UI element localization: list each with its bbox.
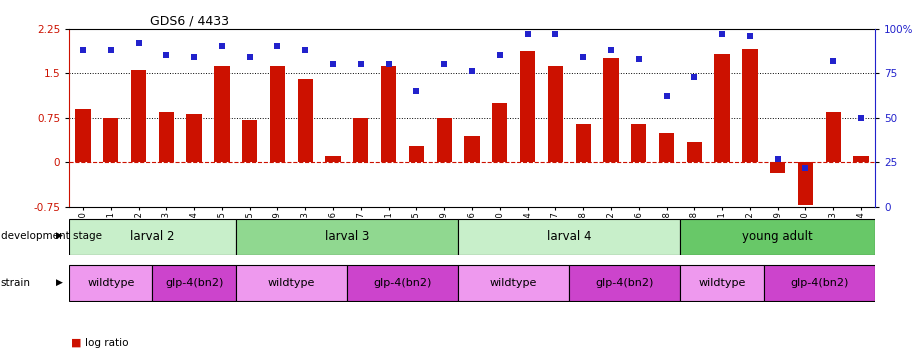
Bar	[854, 156, 869, 162]
Point	[242, 54, 257, 60]
Point	[354, 61, 368, 67]
Text: GDS6 / 4433: GDS6 / 4433	[149, 14, 228, 27]
Point	[159, 52, 174, 58]
Text: wildtype: wildtype	[698, 278, 746, 288]
Bar	[681, 218, 875, 255]
Text: development stage: development stage	[1, 231, 102, 241]
Text: young adult: young adult	[742, 230, 813, 243]
Point	[603, 47, 618, 53]
Bar	[548, 66, 563, 162]
Point	[715, 31, 729, 37]
Text: wildtype: wildtype	[490, 278, 537, 288]
Point	[659, 94, 674, 99]
Point	[799, 165, 813, 171]
Point	[464, 69, 479, 74]
Bar	[409, 146, 424, 162]
Point	[326, 61, 341, 67]
Bar	[631, 124, 647, 162]
Text: ▶: ▶	[56, 231, 63, 240]
Point	[215, 44, 229, 49]
Point	[187, 54, 202, 60]
Bar	[381, 66, 396, 162]
Bar	[215, 66, 229, 162]
Bar	[236, 265, 347, 301]
Point	[493, 52, 507, 58]
Bar	[103, 118, 119, 162]
Text: glp-4(bn2): glp-4(bn2)	[790, 278, 848, 288]
Point	[437, 61, 451, 67]
Bar	[297, 79, 313, 162]
Bar	[354, 118, 368, 162]
Point	[826, 58, 841, 64]
Text: wildtype: wildtype	[87, 278, 134, 288]
Point	[632, 56, 647, 62]
Bar	[492, 103, 507, 162]
Point	[76, 47, 90, 53]
Text: strain: strain	[1, 278, 31, 288]
Text: larval 2: larval 2	[130, 230, 175, 243]
Bar	[659, 133, 674, 162]
Bar	[270, 66, 286, 162]
Point	[409, 88, 424, 94]
Text: glp-4(bn2): glp-4(bn2)	[373, 278, 432, 288]
Bar	[770, 162, 786, 173]
Point	[131, 40, 146, 46]
Bar	[158, 112, 174, 162]
Point	[687, 74, 702, 80]
Text: larval 3: larval 3	[325, 230, 369, 243]
Bar	[76, 109, 90, 162]
Bar	[687, 142, 702, 162]
Point	[548, 31, 563, 37]
Point	[520, 31, 535, 37]
Bar	[715, 54, 729, 162]
Point	[103, 47, 118, 53]
Text: ▶: ▶	[56, 278, 63, 287]
Bar	[69, 265, 153, 301]
Bar	[458, 218, 681, 255]
Text: wildtype: wildtype	[268, 278, 315, 288]
Bar	[464, 136, 480, 162]
Point	[297, 47, 312, 53]
Bar	[131, 70, 146, 162]
Bar	[236, 218, 458, 255]
Bar	[603, 58, 619, 162]
Text: glp-4(bn2): glp-4(bn2)	[596, 278, 654, 288]
Bar	[825, 112, 841, 162]
Bar	[798, 162, 813, 205]
Text: log ratio: log ratio	[85, 338, 128, 348]
Bar	[153, 265, 236, 301]
Text: ■: ■	[71, 338, 81, 348]
Bar	[437, 118, 452, 162]
Bar	[569, 265, 681, 301]
Text: larval 4: larval 4	[547, 230, 591, 243]
Point	[381, 61, 396, 67]
Point	[742, 33, 757, 39]
Bar	[186, 114, 202, 162]
Bar	[681, 265, 764, 301]
Bar	[325, 156, 341, 162]
Bar	[69, 218, 236, 255]
Bar	[242, 120, 257, 162]
Bar	[576, 124, 590, 162]
Point	[854, 115, 869, 121]
Bar	[520, 51, 535, 162]
Bar	[347, 265, 458, 301]
Bar	[458, 265, 569, 301]
Point	[770, 156, 785, 162]
Bar	[742, 49, 758, 162]
Point	[576, 54, 590, 60]
Text: glp-4(bn2): glp-4(bn2)	[165, 278, 223, 288]
Bar	[764, 265, 875, 301]
Point	[270, 44, 285, 49]
